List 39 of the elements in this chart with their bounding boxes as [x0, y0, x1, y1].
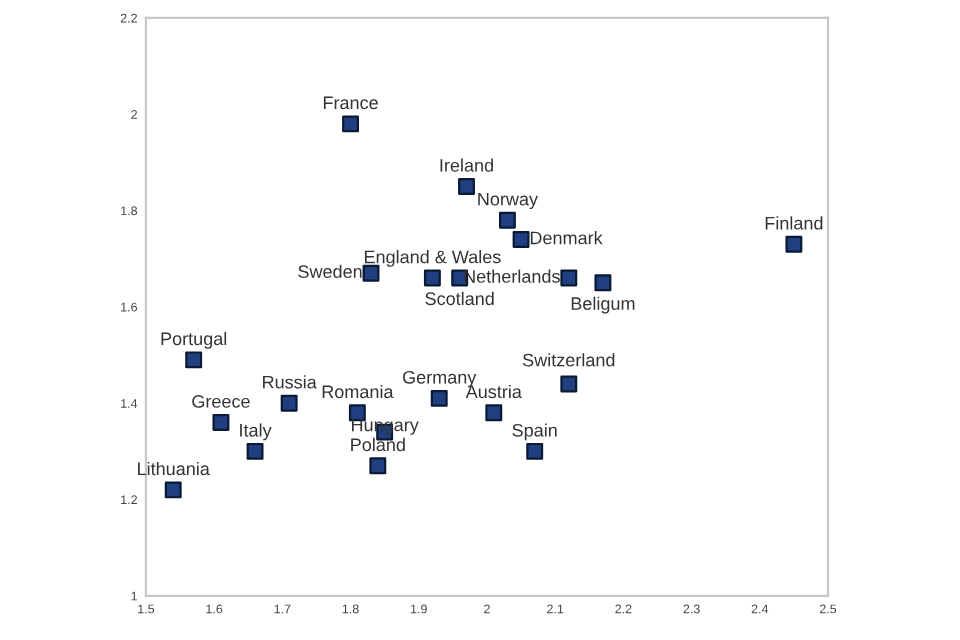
point	[594, 274, 612, 292]
point	[485, 404, 503, 422]
point	[212, 414, 230, 431]
point	[342, 115, 359, 133]
point	[498, 211, 516, 229]
point	[560, 375, 578, 393]
annotation: Denmark	[530, 231, 603, 245]
point	[512, 231, 530, 248]
point	[458, 178, 475, 195]
point	[430, 389, 448, 407]
annotation: Ireland	[440, 158, 493, 172]
annotation: Norway	[478, 192, 538, 210]
annotation: Lithuania	[138, 461, 210, 476]
point	[185, 351, 203, 369]
point	[164, 481, 182, 499]
annotation: Romania	[322, 384, 394, 399]
annotation: Portugal	[161, 331, 227, 349]
point	[246, 442, 264, 460]
annotation: Poland	[351, 437, 405, 452]
annotation: Sweden	[298, 264, 362, 279]
annotation: England & Wales	[364, 250, 501, 267]
annotation: Scotland	[425, 291, 494, 306]
annotation: Greece	[192, 395, 250, 408]
point	[526, 442, 544, 460]
annotation: France	[323, 96, 378, 110]
point	[280, 394, 298, 412]
point	[423, 269, 441, 287]
annotation: Russia	[263, 375, 317, 389]
annotation: Germany	[403, 370, 477, 388]
annotation: Finland	[765, 216, 823, 230]
annotation: Beligum	[571, 296, 635, 314]
point	[560, 269, 578, 287]
annotation: Switzerland	[522, 353, 615, 367]
annotation: Spain	[512, 423, 557, 441]
annotation: Italy	[240, 423, 272, 441]
point	[369, 457, 387, 475]
point	[785, 235, 803, 253]
annotation: Austria	[465, 384, 522, 399]
annotation: Hungary	[352, 418, 419, 435]
